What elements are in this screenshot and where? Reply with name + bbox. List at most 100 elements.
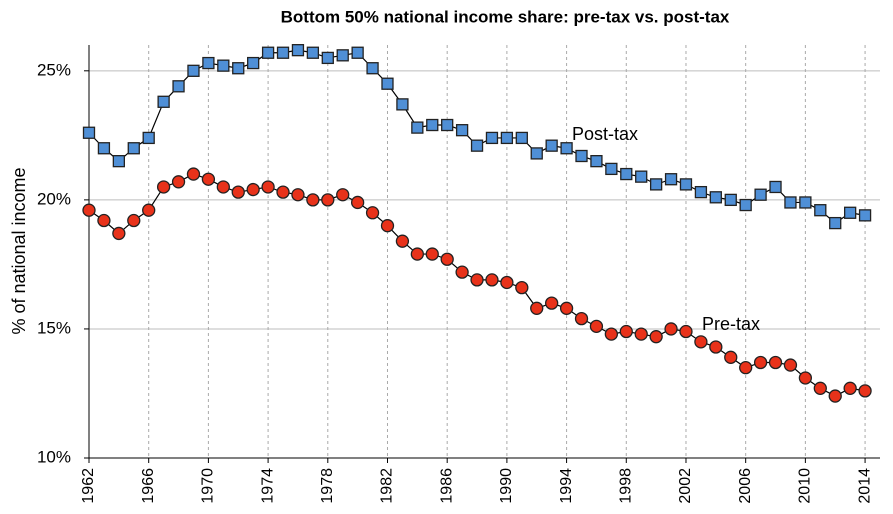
marker (664, 173, 678, 186)
marker (739, 198, 752, 212)
marker (754, 188, 767, 201)
x-tick-label: 2002 (677, 468, 694, 504)
marker (575, 149, 588, 163)
marker (171, 175, 186, 189)
marker (724, 193, 737, 207)
marker (276, 185, 290, 199)
marker (799, 196, 812, 209)
series-label: Post-tax (572, 124, 638, 144)
marker (559, 301, 574, 315)
marker (440, 252, 454, 266)
marker (410, 247, 424, 261)
marker (291, 44, 305, 57)
marker (186, 167, 201, 181)
marker (829, 216, 842, 230)
plot-area (89, 45, 880, 458)
marker (545, 296, 559, 310)
marker (112, 155, 125, 168)
marker (247, 56, 260, 70)
marker (156, 180, 171, 194)
marker (441, 118, 454, 132)
marker (858, 209, 872, 222)
marker (127, 142, 140, 155)
marker (187, 64, 200, 77)
marker (246, 182, 260, 197)
marker (649, 178, 663, 191)
marker (739, 361, 753, 375)
marker (381, 77, 394, 90)
x-tick-label: 2014 (856, 468, 873, 504)
marker (709, 340, 723, 354)
x-tick-label: 1962 (80, 468, 97, 504)
marker (620, 167, 633, 181)
marker (813, 381, 827, 395)
marker (679, 324, 693, 339)
marker (843, 381, 857, 395)
marker (411, 121, 424, 134)
y-tick-label: 20% (37, 189, 71, 208)
marker (455, 124, 469, 137)
x-tick-label: 1966 (140, 468, 157, 504)
marker (142, 131, 155, 145)
marker (82, 203, 96, 217)
marker (649, 330, 663, 344)
y-tick-label: 10% (37, 447, 71, 466)
marker (784, 196, 797, 209)
chart-title: Bottom 50% national income share: pre-ta… (281, 7, 730, 26)
marker (664, 322, 678, 336)
marker (589, 319, 604, 334)
x-tick-label: 2010 (797, 468, 814, 504)
marker (783, 358, 798, 372)
marker (768, 355, 783, 370)
marker (395, 234, 410, 248)
marker (753, 355, 768, 370)
x-tick-label: 1982 (379, 468, 396, 504)
marker (157, 95, 170, 108)
marker (261, 180, 275, 194)
marker (216, 180, 230, 194)
marker (306, 193, 320, 207)
y-tick-label: 25% (37, 60, 71, 79)
x-tick-label: 1974 (259, 468, 276, 504)
marker (306, 46, 320, 59)
marker (560, 142, 573, 155)
marker (605, 162, 618, 176)
marker (515, 280, 529, 295)
marker (858, 384, 872, 398)
marker (500, 131, 514, 145)
marker (232, 62, 245, 75)
marker (366, 62, 379, 75)
x-tick-label: 1990 (498, 468, 515, 504)
marker (844, 206, 857, 219)
y-tick-label: 15% (37, 318, 71, 337)
marker (694, 185, 708, 199)
marker (814, 204, 827, 217)
marker (709, 191, 722, 204)
marker (635, 170, 648, 183)
marker (574, 311, 589, 326)
marker (127, 213, 141, 228)
x-tick-label: 1986 (438, 468, 455, 504)
marker (485, 273, 499, 287)
marker (470, 139, 484, 152)
marker (500, 275, 514, 290)
x-tick-label: 1994 (558, 468, 575, 504)
marker (590, 155, 603, 168)
marker (321, 51, 334, 65)
marker (142, 203, 156, 217)
marker (545, 139, 558, 152)
marker (769, 180, 782, 194)
marker (97, 213, 111, 228)
marker (485, 131, 499, 145)
x-tick-label: 1978 (319, 468, 336, 504)
marker (455, 265, 469, 279)
marker (724, 350, 738, 364)
y-axis-title: % of national income (9, 167, 29, 334)
series-label: Pre-tax (702, 314, 760, 334)
marker (97, 142, 111, 155)
marker (336, 49, 349, 62)
marker (231, 185, 245, 199)
marker (396, 98, 409, 111)
